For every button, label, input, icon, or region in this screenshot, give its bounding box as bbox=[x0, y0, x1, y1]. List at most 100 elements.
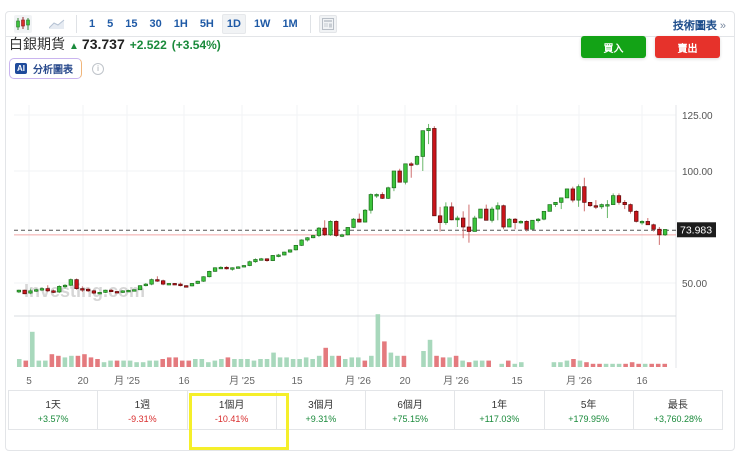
candle-body bbox=[160, 280, 166, 285]
performance-period[interactable]: 1個月 -10.41% bbox=[188, 391, 277, 429]
volume-bar bbox=[362, 360, 368, 367]
volume-bar bbox=[499, 363, 505, 367]
volume-bar bbox=[264, 359, 270, 367]
performance-period[interactable]: 1年 +117.03% bbox=[455, 391, 545, 429]
candle-body bbox=[651, 224, 656, 230]
volume-bar bbox=[564, 360, 570, 367]
time-tick-label: 15 bbox=[511, 376, 523, 387]
volume-bar bbox=[505, 360, 511, 367]
volume-bar bbox=[382, 341, 387, 367]
candlestick-chart-icon[interactable] bbox=[14, 15, 32, 33]
info-icon[interactable]: i bbox=[92, 63, 104, 75]
candle-body bbox=[437, 215, 443, 223]
volume-bar bbox=[49, 354, 55, 367]
time-tick-label: 月 '26 bbox=[566, 375, 592, 387]
volume-bar bbox=[551, 362, 557, 367]
candle-body bbox=[68, 279, 73, 286]
volume-bar bbox=[212, 360, 218, 367]
performance-period[interactable]: 5年 +179.95% bbox=[545, 391, 634, 429]
timeframe-15[interactable]: 15 bbox=[125, 18, 138, 30]
volume-bar bbox=[453, 355, 459, 367]
candle-body bbox=[599, 204, 604, 208]
candle-body bbox=[587, 202, 593, 207]
volume-bar bbox=[16, 359, 22, 367]
chart-toolbar: 1 5 15 30 1H 5H 1D 1W 1M 技術圖表» bbox=[6, 12, 734, 37]
candle-body bbox=[570, 188, 575, 201]
timeframe-5[interactable]: 5 bbox=[107, 18, 114, 30]
candle-body bbox=[426, 128, 431, 132]
candle-body bbox=[403, 163, 408, 183]
volume-bar bbox=[303, 357, 309, 367]
volume-bar bbox=[616, 363, 622, 367]
candle-body bbox=[605, 204, 610, 207]
volume-bar bbox=[147, 360, 152, 367]
layout-icon[interactable] bbox=[318, 15, 337, 33]
period-label: 6個月 bbox=[397, 400, 423, 411]
volume-bar bbox=[179, 360, 185, 367]
candle-body bbox=[639, 221, 645, 224]
candle-body bbox=[645, 221, 650, 226]
volume-bar bbox=[336, 355, 342, 367]
volume-bar bbox=[434, 355, 439, 367]
candle-body bbox=[662, 229, 668, 236]
timeframe-1m[interactable]: 1M bbox=[282, 18, 298, 30]
ai-analyze-chart-button[interactable]: AI 分析圖表 bbox=[9, 58, 82, 79]
candle-body bbox=[316, 227, 322, 236]
timeframe-30[interactable]: 30 bbox=[149, 18, 162, 30]
double-chevron-right-icon: » bbox=[719, 20, 726, 32]
performance-period[interactable]: 最長 +3,760.28% bbox=[634, 391, 722, 429]
candle-body bbox=[132, 289, 137, 292]
candle-body bbox=[634, 210, 639, 222]
price-chart[interactable]: 125.00 100.00 50.00 Investing.com 73.983 5 20 月… bbox=[0, 0, 740, 390]
candle-body bbox=[541, 210, 547, 220]
time-tick-label: 5 bbox=[26, 376, 32, 387]
candle-body bbox=[259, 258, 264, 261]
performance-period[interactable]: 1週 -9.31% bbox=[98, 391, 188, 429]
candle-body bbox=[236, 266, 241, 269]
volume-bar bbox=[193, 359, 198, 367]
volume-bar bbox=[258, 359, 263, 367]
last-price-tag bbox=[677, 222, 716, 238]
candle-body bbox=[311, 235, 316, 239]
sell-button[interactable]: 賣出 bbox=[655, 36, 720, 58]
volume-bar bbox=[134, 362, 139, 367]
candle-body bbox=[478, 208, 483, 219]
period-change: +3.57% bbox=[37, 414, 69, 424]
instrument-header: 白銀期貨 ▲ 73.737 +2.522 (+3.54%) bbox=[9, 34, 221, 54]
timeframe-1h[interactable]: 1H bbox=[173, 18, 188, 30]
volume-bar bbox=[401, 355, 407, 367]
volume-bar bbox=[395, 355, 400, 367]
candle-body bbox=[357, 218, 362, 223]
volume-bar bbox=[88, 357, 94, 367]
buy-button[interactable]: 買入 bbox=[581, 36, 646, 58]
candle-body bbox=[328, 221, 333, 236]
volume-bar bbox=[140, 362, 146, 367]
candle-body bbox=[386, 187, 391, 199]
highlight-box bbox=[189, 393, 289, 450]
candle-body bbox=[45, 288, 50, 292]
area-chart-icon[interactable] bbox=[48, 15, 66, 33]
volume-bar bbox=[173, 357, 179, 367]
volume-bar bbox=[590, 363, 596, 367]
timeframe-5h[interactable]: 5H bbox=[199, 18, 214, 30]
volume-bar bbox=[166, 357, 172, 367]
performance-period[interactable]: 3個月 +9.31% bbox=[277, 391, 366, 429]
last-price: 73.737 bbox=[81, 36, 125, 52]
candle-body bbox=[201, 276, 206, 282]
technical-chart-link-label: 技術圖表 bbox=[672, 20, 717, 32]
performance-period[interactable]: 6個月 +75.15% bbox=[366, 391, 456, 429]
time-tick-label: 20 bbox=[77, 376, 89, 387]
timeframe-1d[interactable]: 1D bbox=[221, 14, 246, 34]
candle-body bbox=[253, 259, 258, 263]
volume-bar bbox=[290, 359, 296, 367]
candle-body bbox=[264, 258, 270, 261]
timeframe-1w[interactable]: 1W bbox=[253, 18, 271, 30]
timeframe-1[interactable]: 1 bbox=[89, 18, 96, 30]
candle-body bbox=[149, 279, 154, 285]
performance-period[interactable]: 1天 +3.57% bbox=[9, 391, 99, 429]
volume-bar bbox=[342, 359, 348, 367]
volume-bar bbox=[356, 357, 361, 367]
candle-body bbox=[616, 195, 622, 203]
technical-chart-link[interactable]: 技術圖表» bbox=[673, 17, 726, 33]
candle-body bbox=[57, 286, 62, 293]
